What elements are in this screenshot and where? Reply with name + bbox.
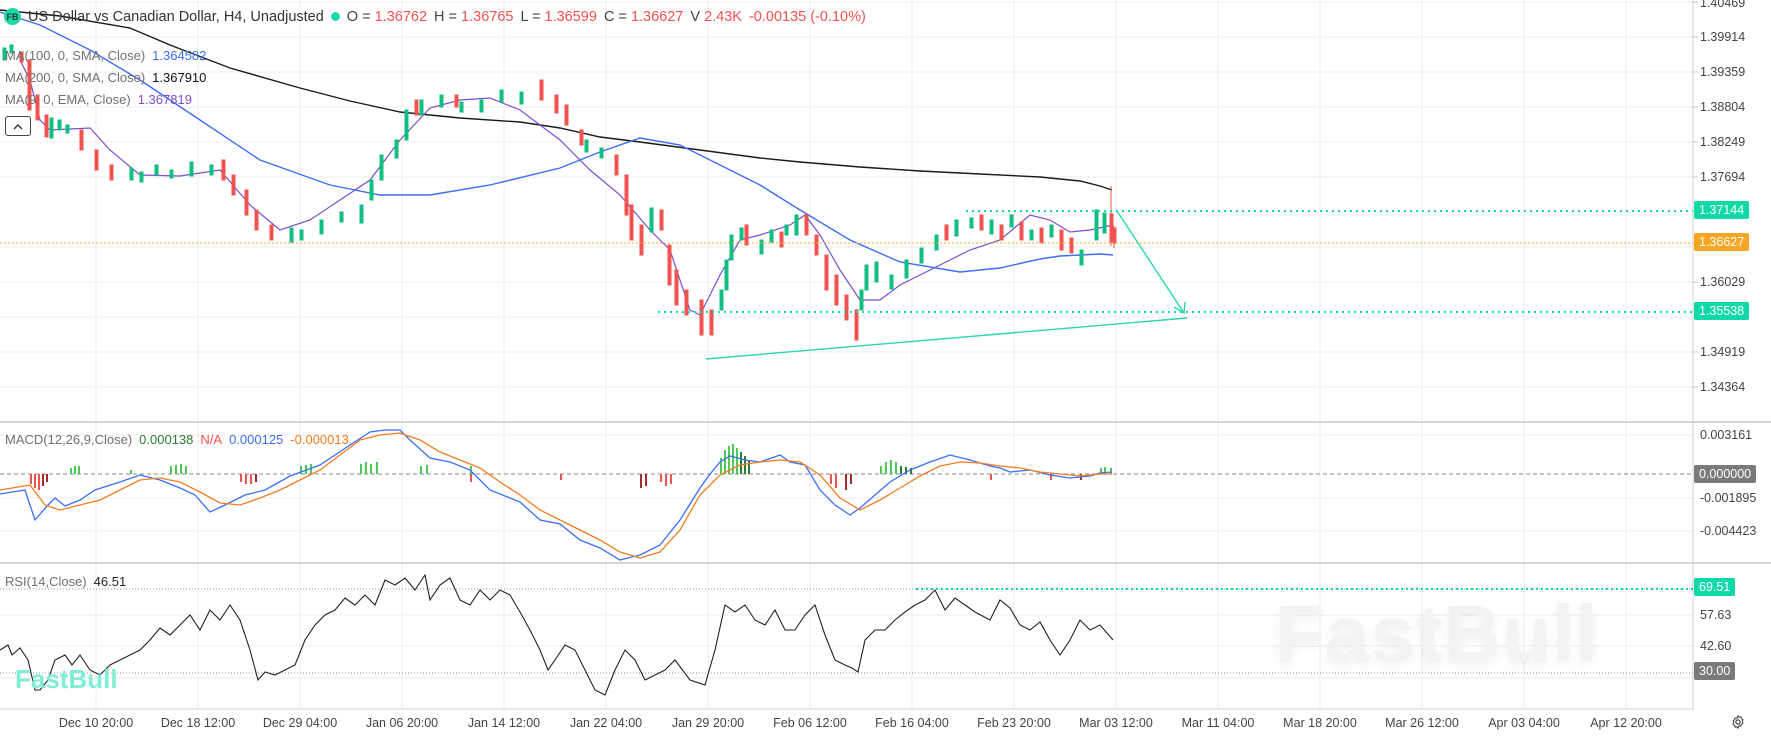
ma200-legend[interactable]: MA(200, 0, SMA, Close) 1.367910 <box>5 70 207 85</box>
current-price-badge: 1.36627 <box>1694 233 1750 251</box>
resistance-price-badge[interactable]: 1.37144 <box>1694 201 1750 219</box>
macd-tick: 0.003161 <box>1700 428 1753 442</box>
chevron-up-icon <box>13 123 23 129</box>
gear-icon <box>1732 715 1744 729</box>
time-label: Apr 03 04:00 <box>1488 716 1560 730</box>
time-label: Jan 06 20:00 <box>365 716 439 730</box>
macd-value: 0.000125 <box>229 432 284 447</box>
macd-legend[interactable]: MACD(12,26,9,Close) 0.000138 N/A 0.00012… <box>5 432 349 447</box>
price-tick: 1.39359 <box>1700 65 1746 79</box>
time-label: Dec 18 12:00 <box>160 716 236 730</box>
arrow-down-icon[interactable] <box>1116 210 1186 315</box>
price-change: -0.00135 (-0.10%) <box>748 8 866 25</box>
time-label: Jan 22 04:00 <box>569 716 643 730</box>
collapse-legend-button[interactable] <box>5 116 31 136</box>
time-label: Feb 16 04:00 <box>875 716 949 730</box>
y-axis-ticks <box>1693 1 1698 388</box>
rsi-tick: 42.60 <box>1700 639 1732 653</box>
rsi-legend[interactable]: RSI(14,Close) 46.51 <box>5 574 127 589</box>
macd-zero-badge: 0.000000 <box>1694 465 1757 483</box>
signal-line <box>0 432 1112 559</box>
ohlc-close: C = 1.36627 <box>603 8 684 25</box>
rsi-low-badge: 30.00 <box>1694 662 1736 680</box>
time-label: Mar 11 04:00 <box>1181 716 1255 730</box>
macd-tick: -0.001895 <box>1700 491 1757 505</box>
macd-signal-value: -0.000013 <box>290 432 349 447</box>
price-tick: 1.34364 <box>1700 380 1746 394</box>
time-label: Dec 10 20:00 <box>58 716 134 730</box>
ma200-line <box>0 9 1113 191</box>
watermark-logo-small: FastBull <box>15 664 118 694</box>
macd-hist-value: 0.000138 <box>139 432 194 447</box>
macd-line <box>0 429 1113 561</box>
macd-na-value: N/A <box>200 432 223 447</box>
time-label: Feb 06 12:00 <box>773 716 847 730</box>
time-label: Mar 26 12:00 <box>1385 716 1459 730</box>
price-tick: 1.34919 <box>1700 345 1746 359</box>
chart-settings-button[interactable] <box>1730 714 1746 730</box>
time-label: Feb 23 20:00 <box>977 716 1051 730</box>
market-status-dot-icon <box>330 12 340 21</box>
brand-logo-icon: FB <box>4 8 21 25</box>
time-label: Jan 14 12:00 <box>467 716 541 730</box>
symbol-legend: FB US Dollar vs Canadian Dollar, H4, Una… <box>4 8 866 25</box>
price-tick: 1.38249 <box>1700 135 1746 149</box>
price-tick: 1.36029 <box>1700 275 1746 289</box>
ma100-legend[interactable]: MA(100, 0, SMA, Close) 1.364582 <box>5 48 207 63</box>
support-trendline[interactable] <box>705 317 1188 360</box>
time-label: Mar 03 12:00 <box>1079 716 1153 730</box>
time-label: Apr 12 20:00 <box>1590 716 1662 730</box>
macd-tick: -0.004423 <box>1700 524 1757 538</box>
ohlc-open: O = 1.36762 <box>346 8 428 25</box>
watermark-logo: FastBull <box>1275 589 1599 678</box>
ema9-line <box>19 59 1114 316</box>
ma100-line <box>0 11 1114 273</box>
rsi-line <box>0 573 1114 696</box>
ohlc-low: L = 1.36599 <box>520 8 597 25</box>
price-tick: 1.39914 <box>1700 30 1746 44</box>
rsi-high-badge[interactable]: 69.51 <box>1694 578 1736 596</box>
price-tick: 1.40469 <box>1700 0 1746 10</box>
macd-histogram <box>30 444 1112 490</box>
candlesticks <box>2 44 1117 341</box>
rsi-tick: 57.63 <box>1700 608 1732 622</box>
support-price-badge[interactable]: 1.35538 <box>1694 302 1750 320</box>
price-tick: 1.37694 <box>1700 170 1746 184</box>
ohlc-high: H = 1.36765 <box>434 8 514 25</box>
ohlc-volume: V 2.43K <box>690 8 742 25</box>
symbol-title[interactable]: US Dollar vs Canadian Dollar, H4, Unadju… <box>28 8 324 25</box>
price-grid <box>0 1 1693 679</box>
ema9-legend[interactable]: MA(9, 0, EMA, Close) 1.367819 <box>5 92 192 107</box>
time-label: Jan 29 20:00 <box>671 716 745 730</box>
rsi-value: 46.51 <box>93 574 127 589</box>
time-label: Mar 18 20:00 <box>1283 716 1357 730</box>
time-label: Dec 29 04:00 <box>262 716 338 730</box>
price-tick: 1.38804 <box>1700 100 1746 114</box>
